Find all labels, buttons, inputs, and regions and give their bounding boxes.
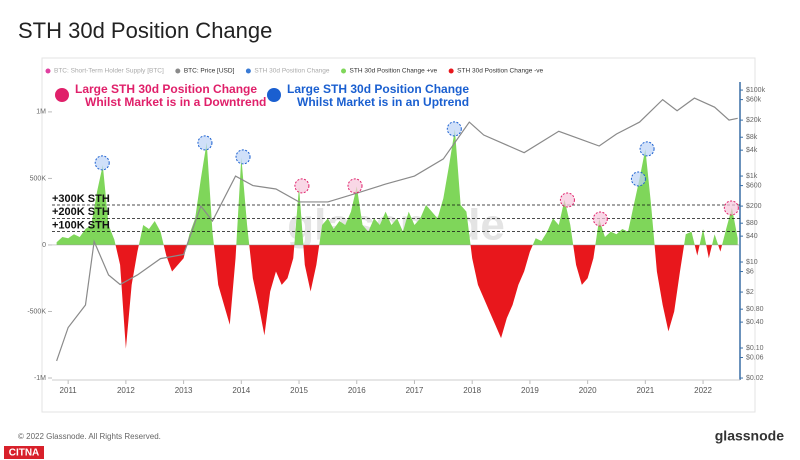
footer: © 2022 Glassnode. All Rights Reserved. <box>18 432 161 441</box>
x-tick-label: 2011 <box>60 386 78 395</box>
y2-tick-label: $40 <box>746 233 758 240</box>
reference-label: +300K STH <box>52 193 110 205</box>
y2-tick-label: $1k <box>746 173 758 180</box>
legend-swatch <box>448 68 454 74</box>
reference-label: +200K STH <box>52 206 110 218</box>
x-tick-label: 2016 <box>348 386 366 395</box>
highlight-circle <box>639 141 655 157</box>
y2-tick-label: $100k <box>746 87 766 94</box>
legend-label: BTC: Price [USD] <box>184 68 235 75</box>
y2-tick-label: $60k <box>746 96 762 103</box>
y-tick-label: 1M <box>36 109 46 116</box>
legend-swatch <box>245 68 251 74</box>
highlight-circle <box>559 192 575 208</box>
y2-tick-label: $2 <box>746 289 754 296</box>
x-tick-label: 2015 <box>290 386 308 395</box>
price-line <box>56 97 738 362</box>
corner-logo: CITNA <box>9 448 40 459</box>
area-negative <box>56 244 738 349</box>
y2-tick-label: $4k <box>746 147 758 154</box>
annotation-text: Whilst Market is in a Downtrend <box>85 95 266 109</box>
y-tick-label: -1M <box>34 375 46 382</box>
x-tick-label: 2022 <box>694 386 712 395</box>
legend-label: STH 30d Position Change +ve <box>350 68 438 75</box>
highlight-circle <box>347 178 363 194</box>
x-tick-label: 2020 <box>579 386 597 395</box>
x-tick-label: 2021 <box>636 386 654 395</box>
y-tick-label: -500K <box>27 308 46 315</box>
area-positive <box>56 129 738 245</box>
highlight-circle <box>630 171 646 187</box>
legend-label: BTC: Short-Term Holder Supply [BTC] <box>54 68 164 75</box>
y2-tick-label: $20k <box>746 117 762 124</box>
legend-label: STH 30d Position Change -ve <box>457 68 543 75</box>
y-tick-label: 500K <box>30 175 47 182</box>
y2-tick-label: $0.40 <box>746 319 764 326</box>
y2-tick-label: $80 <box>746 220 758 227</box>
x-tick-label: 2013 <box>175 386 193 395</box>
annotation-text: Whilst Market is in an Uptrend <box>297 95 469 109</box>
y2-tick-label: $0.06 <box>746 354 764 361</box>
x-tick-label: 2014 <box>232 386 250 395</box>
legend-label: STH 30d Position Change <box>254 68 330 75</box>
y2-tick-label: $0.02 <box>746 375 764 382</box>
y2-tick-label: $200 <box>746 203 762 210</box>
highlight-circle <box>197 135 213 151</box>
legend-swatch <box>175 68 181 74</box>
legend-swatch <box>45 68 51 74</box>
annotation-dot <box>267 88 281 102</box>
y-tick-label: 0 <box>42 242 46 249</box>
highlight-circle <box>94 155 110 171</box>
x-tick-label: 2012 <box>117 386 135 395</box>
x-tick-label: 2019 <box>521 386 539 395</box>
legend-swatch <box>341 68 347 74</box>
highlight-circle <box>446 121 462 137</box>
y2-tick-label: $10 <box>746 259 758 266</box>
annotation-text: Large STH 30d Position Change <box>75 82 257 96</box>
y2-tick-label: $8k <box>746 134 758 141</box>
x-tick-label: 2018 <box>463 386 481 395</box>
highlight-circle <box>723 200 739 216</box>
y2-tick-label: $0.10 <box>746 345 764 352</box>
x-tick-label: 2017 <box>406 386 424 395</box>
reference-label: +100K STH <box>52 220 110 232</box>
highlight-circle <box>235 149 251 165</box>
y2-tick-label: $0.80 <box>746 306 764 313</box>
brand: glassnode <box>715 428 784 444</box>
annotation-dot <box>55 88 69 102</box>
y2-tick-label: $600 <box>746 182 762 189</box>
annotation-text: Large STH 30d Position Change <box>287 82 469 96</box>
highlight-circle <box>294 178 310 194</box>
highlight-circle <box>592 211 608 227</box>
chart-title: STH 30d Position Change <box>18 18 272 43</box>
y2-tick-label: $6 <box>746 268 754 275</box>
corner-logo-box <box>4 446 44 459</box>
